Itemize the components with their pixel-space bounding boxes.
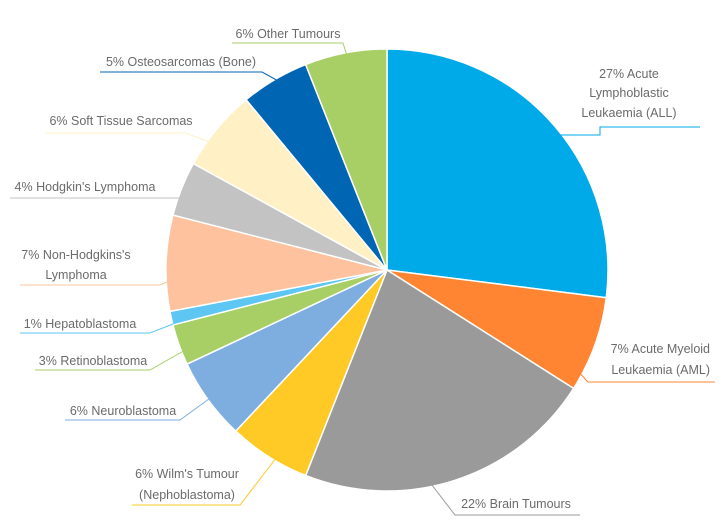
label-nhl-line2: Lymphoma <box>45 268 106 282</box>
label-wilm-line2: (Nephoblastoma) <box>139 488 235 502</box>
pie-slices <box>165 48 609 492</box>
label-nhl-line1: 7% Non-Hodgkins's <box>21 248 130 262</box>
label-hodgkin: 4% Hodgkin's Lymphoma <box>15 180 156 194</box>
leader-line-osteo <box>100 71 283 84</box>
label-aml-line1: 7% Acute Myeloid <box>611 342 710 356</box>
pie-slice-2 <box>304 268 575 492</box>
label-wilm-line1: 6% Wilm's Tumour <box>135 467 239 481</box>
slice-labels: 27% Acute Lymphoblastic Leukaemia (ALL) … <box>15 27 710 511</box>
label-all-line3: Leukaemia (ALL) <box>581 106 676 120</box>
leader-line-retino <box>35 344 195 371</box>
label-brain: 22% Brain Tumours <box>461 497 571 511</box>
label-all-line1: 27% Acute <box>599 67 659 81</box>
label-neuro: 6% Neuroblastoma <box>70 404 176 418</box>
leader-line-neuro <box>65 395 214 421</box>
label-soft: 6% Soft Tissue Sarcomas <box>49 114 192 128</box>
leader-line-soft <box>45 132 219 146</box>
label-aml-line2: Leukaemia (AML) <box>611 363 710 377</box>
leader-line-aml <box>534 324 715 383</box>
label-retino: 3% Retinoblastoma <box>39 354 147 368</box>
leader-line-hepato <box>20 321 179 334</box>
label-hepato: 1% Hepatoblastoma <box>24 317 137 331</box>
label-osteo: 5% Osteosarcomas (Bone) <box>106 55 256 69</box>
pie-slice-0 <box>386 48 609 299</box>
leader-line-brain <box>424 475 580 516</box>
leader-lines <box>10 42 715 516</box>
label-all-line2: Lymphoblastic <box>589 86 668 100</box>
leader-line-nhl <box>20 264 207 286</box>
leader-line-all <box>548 126 700 136</box>
label-other: 6% Other Tumours <box>236 27 341 41</box>
leader-line-other <box>232 42 353 73</box>
leader-line-wilm <box>132 439 291 506</box>
